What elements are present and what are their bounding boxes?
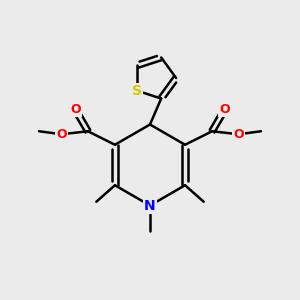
Text: S: S: [132, 84, 142, 98]
Text: O: O: [56, 128, 67, 141]
Text: O: O: [233, 128, 244, 141]
Text: N: N: [144, 199, 156, 212]
Text: O: O: [70, 103, 81, 116]
Text: O: O: [219, 103, 230, 116]
